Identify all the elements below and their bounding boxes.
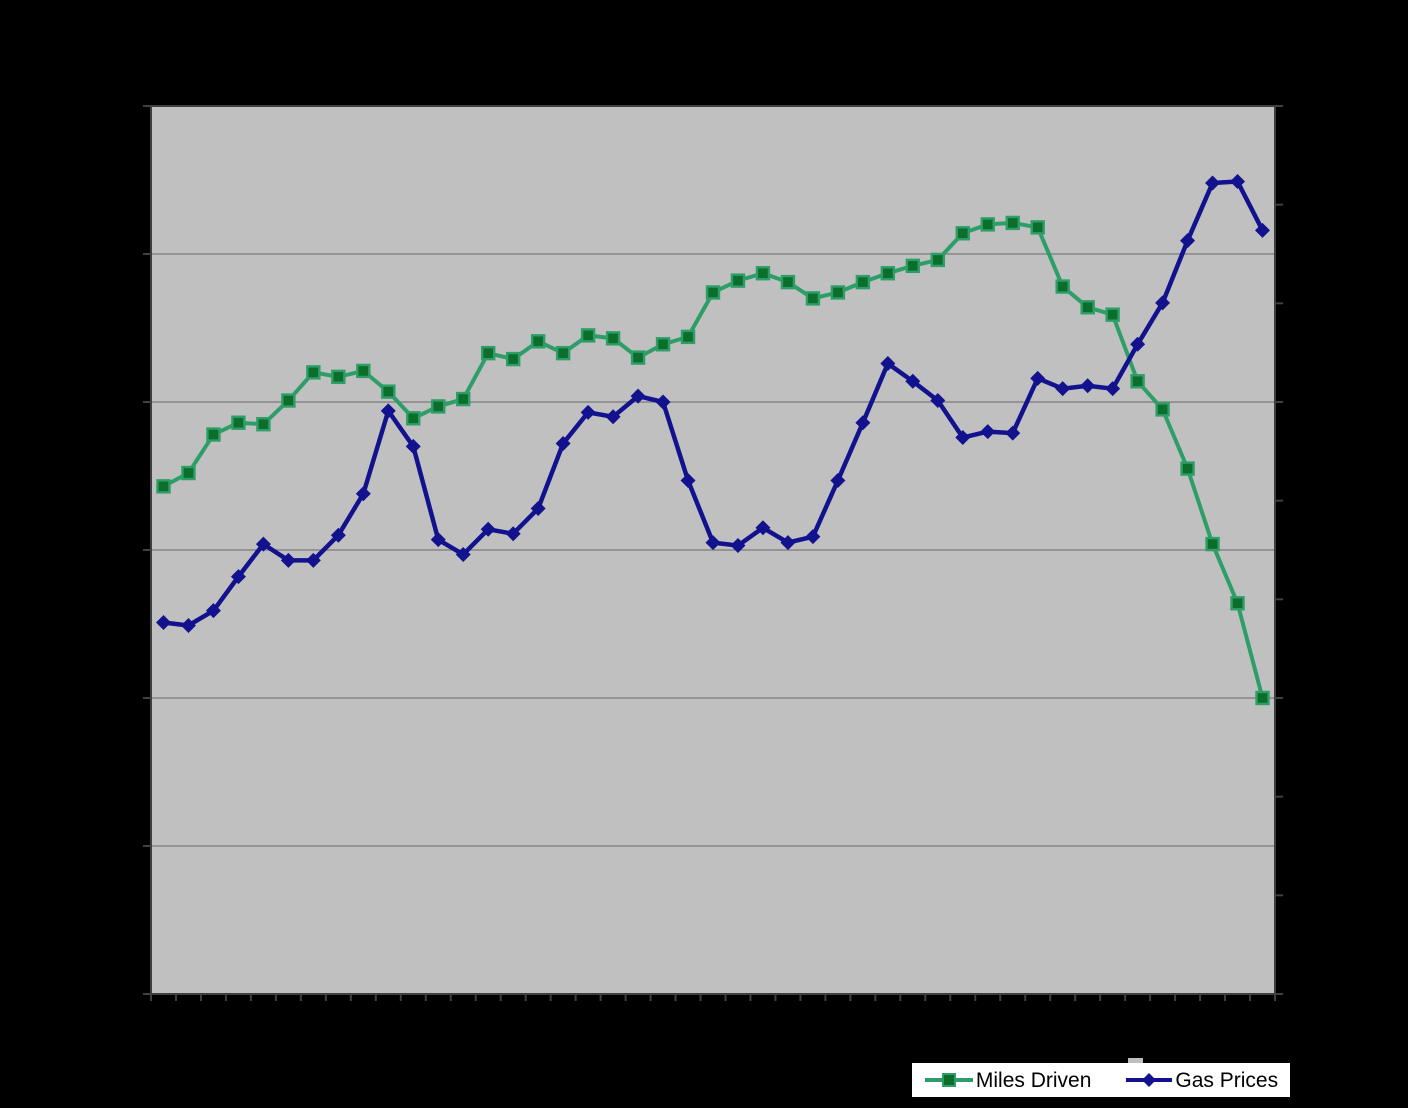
legend-item-miles-driven: Miles Driven [924,1068,1092,1092]
gray-artifact [1128,1058,1143,1063]
legend-item-gas-prices: Gas Prices [1125,1070,1278,1091]
gas-prices-legend-key-icon [1126,1073,1173,1087]
miles-driven-legend-key-icon [924,1073,973,1087]
chart-legend: Miles Driven Gas Prices [911,1062,1291,1098]
legend-label-gas-prices: Gas Prices [1175,1068,1279,1092]
legend-label-miles-driven: Miles Driven [975,1068,1092,1092]
